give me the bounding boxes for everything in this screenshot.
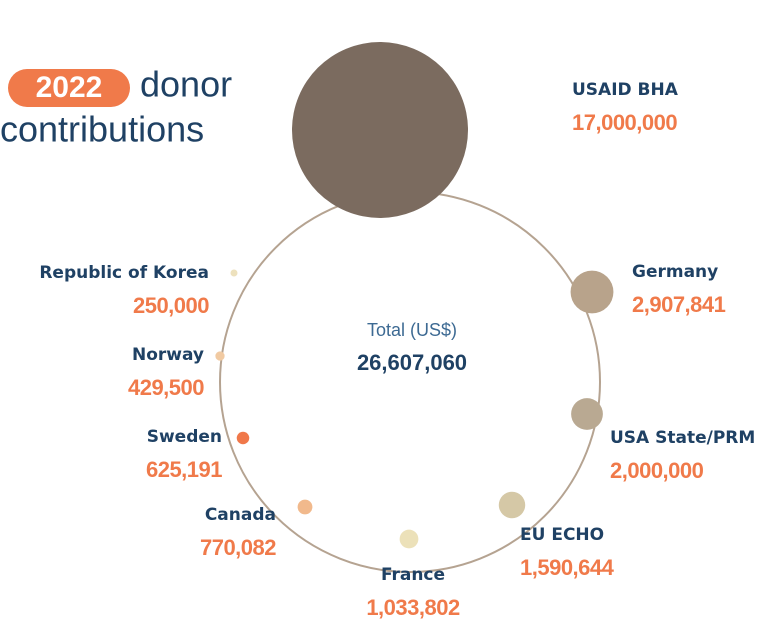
bubble bbox=[292, 42, 468, 218]
donor-name: USA State/PRM bbox=[610, 428, 755, 448]
bubble bbox=[230, 269, 238, 277]
title: contributions bbox=[0, 109, 204, 150]
bubble bbox=[571, 398, 603, 430]
donor-amount: 17,000,000 bbox=[572, 110, 677, 135]
bubble bbox=[215, 351, 225, 361]
donor-amount: 625,191 bbox=[146, 457, 222, 482]
donor-name: Norway bbox=[132, 345, 204, 365]
donor-amount: 2,000,000 bbox=[610, 458, 704, 483]
donor-amount: 429,500 bbox=[128, 375, 204, 400]
bubble bbox=[236, 431, 250, 445]
title: donor bbox=[140, 64, 232, 105]
donor-amount: 250,000 bbox=[133, 293, 209, 318]
year-pill bbox=[8, 69, 130, 107]
donor-amount: 1,033,802 bbox=[366, 595, 460, 620]
donor-name: Republic of Korea bbox=[39, 263, 209, 283]
donor-name: EU ECHO bbox=[520, 525, 604, 545]
title-year: 2022 bbox=[36, 71, 103, 104]
donor-amount: 1,590,644 bbox=[520, 555, 615, 580]
donor-amount: 770,082 bbox=[200, 535, 276, 560]
donor-name: Germany bbox=[632, 262, 718, 282]
bubble bbox=[297, 499, 313, 515]
bubble bbox=[498, 491, 526, 519]
bubble bbox=[570, 270, 614, 314]
donor-amount: 2,907,841 bbox=[632, 292, 726, 317]
donor-name: USAID BHA bbox=[572, 80, 679, 100]
total-label: Total (US$) bbox=[367, 320, 457, 340]
donor-name: Sweden bbox=[147, 427, 222, 447]
bubble bbox=[399, 529, 419, 549]
donor-name: France bbox=[381, 565, 445, 585]
total-value: 26,607,060 bbox=[357, 350, 467, 375]
ring bbox=[219, 191, 601, 573]
donor-name: Canada bbox=[205, 505, 276, 525]
